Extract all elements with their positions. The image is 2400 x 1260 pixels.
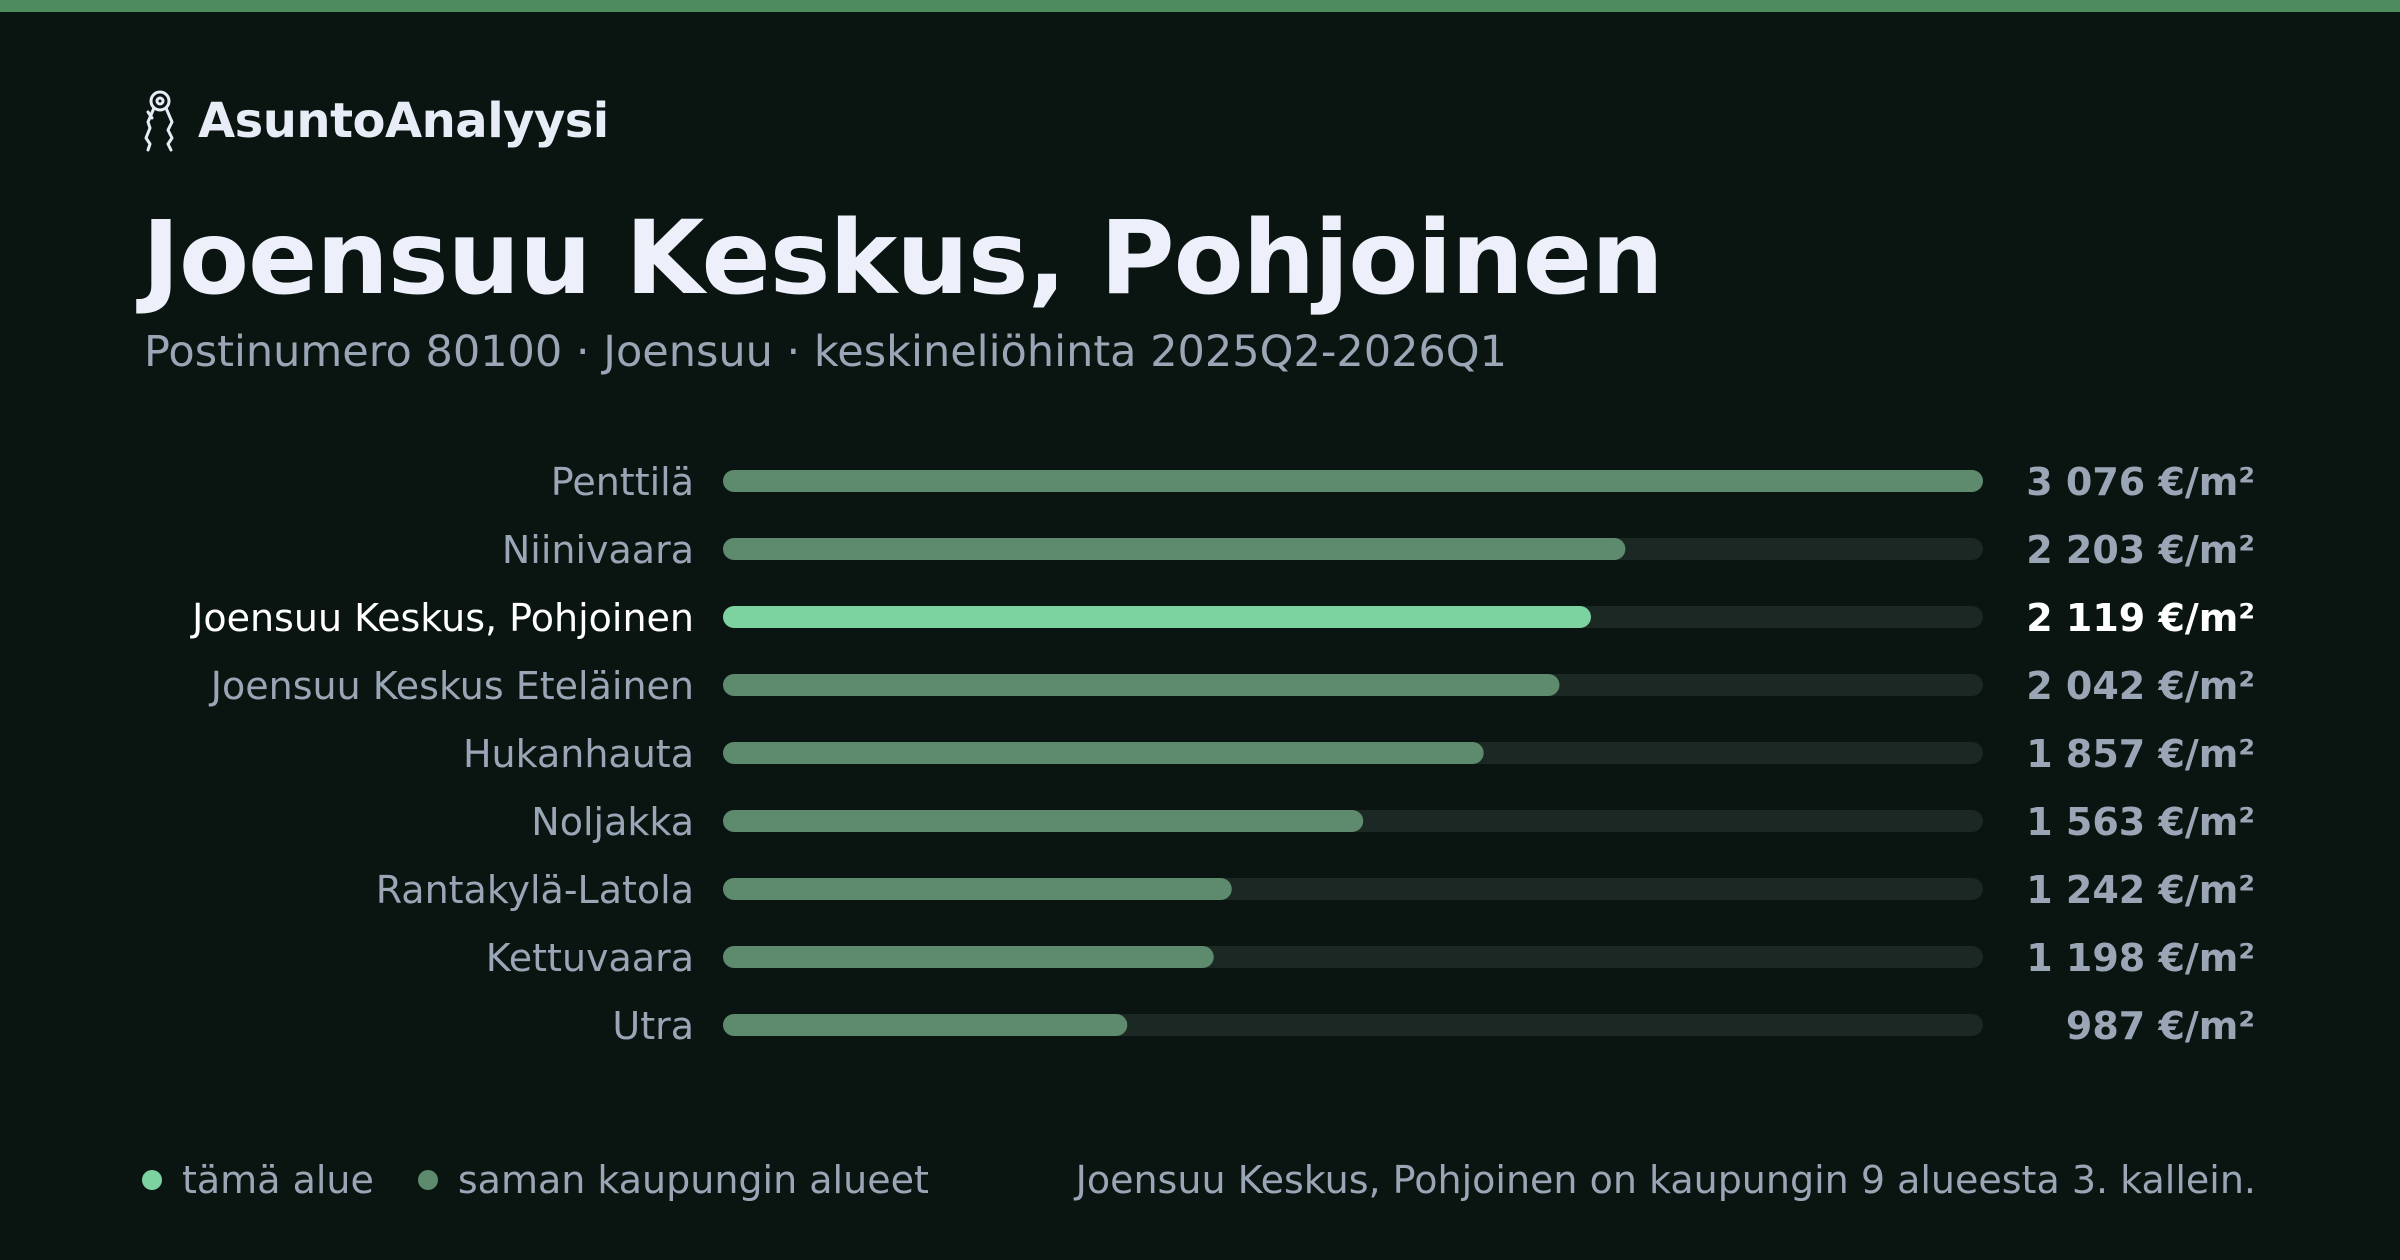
value-label: 3 076 €/m² [2026,460,2255,504]
bar [723,1014,1128,1036]
bar [723,470,1983,492]
legend-item-same-city: saman kaupungin alueet [417,1158,929,1202]
page-subtitle: Postinumero 80100 · Joensuu · keskineliö… [144,327,1507,377]
category-label: Kettuvaara [486,936,694,980]
keys-icon [144,90,174,152]
bar [723,538,1626,560]
category-label: Penttilä [551,460,694,504]
legend-dot-same-city [417,1170,438,1190]
value-label: 2 042 €/m² [2026,664,2255,708]
category-label: Niinivaara [502,528,694,572]
bar-highlighted [723,606,1591,628]
bar [723,946,1214,968]
category-label: Joensuu Keskus Eteläinen [209,664,694,708]
bar [723,810,1364,832]
value-label: 1 563 €/m² [2026,800,2255,844]
bar [723,878,1232,900]
category-label: Joensuu Keskus, Pohjoinen [190,596,694,640]
rank-note: Joensuu Keskus, Pohjoinen on kaupungin 9… [1075,1158,2256,1202]
value-label: 1 198 €/m² [2026,936,2255,980]
legend-label-this-area: tämä alue [182,1158,374,1202]
value-label: 1 242 €/m² [2026,868,2255,912]
category-label: Rantakylä-Latola [376,868,694,912]
legend-item-this-area: tämä alue [142,1158,374,1202]
category-label: Utra [612,1004,694,1048]
value-label: 2 203 €/m² [2026,528,2255,572]
page-title: Joensuu Keskus, Pohjoinen [142,199,1664,318]
brand: AsuntoAnalyysi [140,88,609,154]
value-label: 987 €/m² [2066,1004,2255,1048]
legend: tämä alue saman kaupungin alueet [142,1155,973,1205]
legend-label-same-city: saman kaupungin alueet [457,1158,929,1202]
bar [723,742,1484,764]
top-accent-bar [0,0,2400,12]
value-label: 1 857 €/m² [2026,732,2255,776]
bar [723,674,1560,696]
category-label: Noljakka [531,800,694,844]
category-label: Hukanhauta [463,732,694,776]
brand-name: AsuntoAnalyysi [198,93,609,149]
legend-dot-this-area [142,1170,162,1190]
value-label: 2 119 €/m² [2026,596,2255,640]
